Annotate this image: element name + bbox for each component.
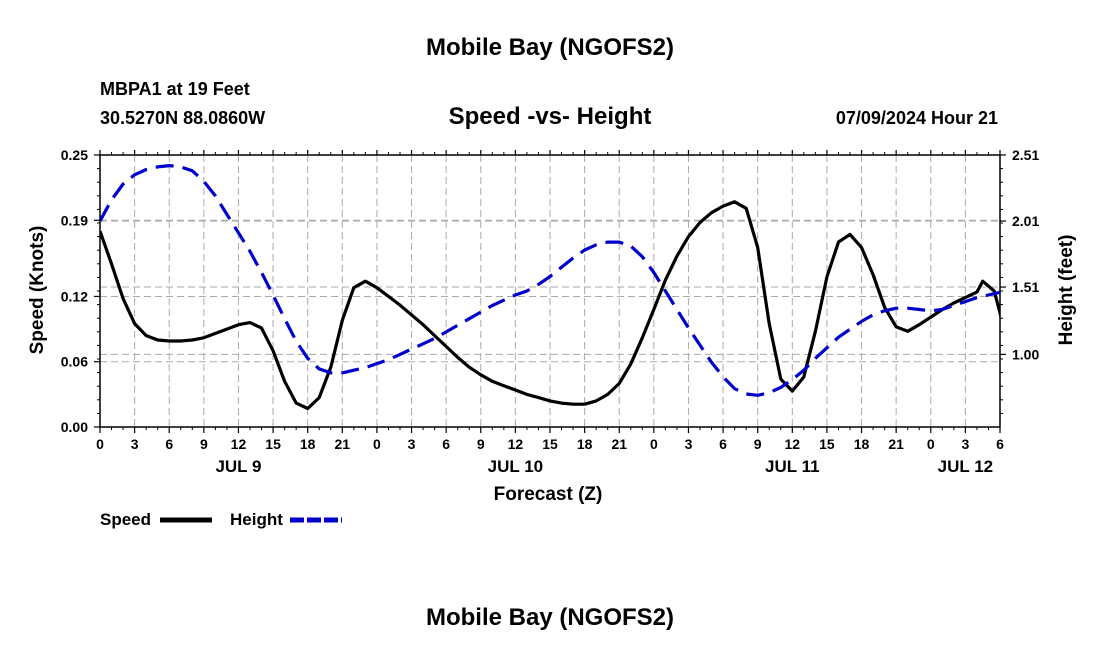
x-tick-label: 9	[200, 436, 208, 452]
x-tick-label: 15	[819, 436, 835, 452]
x-tick-label: 9	[754, 436, 762, 452]
x-tick-label: 12	[508, 436, 524, 452]
x-tick-label: 15	[265, 436, 281, 452]
x-tick-label: 3	[961, 436, 969, 452]
left-y-tick-label: 0.19	[61, 212, 88, 228]
day-label: JUL 10	[488, 457, 543, 476]
x-tick-label: 3	[685, 436, 693, 452]
chart-subtitle: Speed -vs- Height	[449, 103, 652, 130]
x-tick-label: 0	[96, 436, 104, 452]
x-tick-label: 18	[300, 436, 316, 452]
footer-title: Mobile Bay (NGOFS2)	[426, 604, 674, 631]
left-y-tick-label: 0.12	[61, 288, 88, 304]
x-tick-label: 0	[650, 436, 658, 452]
x-tick-label: 6	[996, 436, 1004, 452]
series	[100, 164, 1000, 411]
x-tick-label: 21	[888, 436, 904, 452]
x-tick-label: 21	[335, 436, 351, 452]
x-tick-label: 6	[442, 436, 450, 452]
x-tick-label: 15	[542, 436, 558, 452]
right-y-axis-label: Height (feet)	[1056, 235, 1077, 346]
legend-height-label: Height	[230, 510, 283, 529]
x-tick-label: 0	[373, 436, 381, 452]
series-line-height	[100, 164, 1000, 397]
x-tick-label: 9	[477, 436, 485, 452]
left-y-tick-label: 0.06	[61, 354, 88, 370]
x-tick-label: 18	[577, 436, 593, 452]
right-y-tick-label: 1.00	[1012, 346, 1039, 362]
right-y-tick-label: 1.51	[1012, 279, 1039, 295]
x-tick-label: 3	[131, 436, 139, 452]
x-axis-label: Forecast (Z)	[494, 484, 603, 505]
forecast-datetime: 07/09/2024 Hour 21	[836, 108, 998, 128]
axis-ticks	[94, 150, 1006, 433]
legend: Speed Height	[100, 510, 342, 529]
x-tick-label: 18	[854, 436, 870, 452]
left-y-tick-label: 0.25	[61, 147, 88, 163]
station-label: MBPA1 at 19 Feet	[100, 79, 250, 99]
x-tick-label: 12	[231, 436, 247, 452]
x-tick-label: 6	[719, 436, 727, 452]
x-tick-label: 6	[165, 436, 173, 452]
left-y-tick-label: 0.00	[61, 419, 88, 435]
chart-title: Mobile Bay (NGOFS2)	[426, 34, 674, 61]
x-tick-label: 21	[611, 436, 627, 452]
series-line-speed	[100, 200, 1000, 411]
left-y-axis-label: Speed (Knots)	[27, 226, 48, 355]
x-tick-label: 12	[785, 436, 801, 452]
legend-speed-label: Speed	[100, 510, 151, 529]
right-y-tick-label: 2.01	[1012, 213, 1039, 229]
x-tick-label: 3	[408, 436, 416, 452]
station-coordinates: 30.5270N 88.0860W	[100, 108, 265, 128]
day-label: JUL 11	[765, 457, 820, 476]
grid	[100, 155, 1000, 427]
x-tick-label: 0	[927, 436, 935, 452]
right-y-tick-label: 2.51	[1012, 147, 1039, 163]
tick-labels: 0 3 6 9 12 15 18 21 0 3 6 9 12 15 18 21 0 3 6 9 12 15 18 21 0 3 6J…	[61, 147, 1040, 476]
day-label: JUL 12	[938, 457, 993, 476]
day-label: JUL 9	[215, 457, 261, 476]
